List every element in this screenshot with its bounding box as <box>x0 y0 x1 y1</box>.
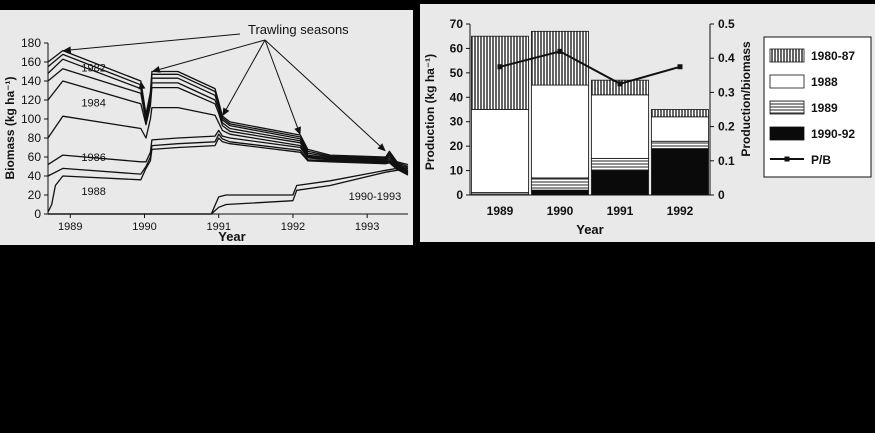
y2-axis-label: Production/biomass <box>739 41 753 157</box>
annotation-arrow-head <box>151 66 161 73</box>
y-tick-label: 40 <box>28 169 42 183</box>
curve-label: 1984 <box>81 98 105 110</box>
stacked-bar-segment <box>651 116 709 142</box>
pb-marker <box>617 81 623 87</box>
pb-marker <box>677 64 683 70</box>
y-tick-label: 70 <box>450 17 464 31</box>
production-chart-panel: Production (kg ha⁻¹) Production/biomass … <box>420 4 875 242</box>
annotation-arrow-head <box>62 46 72 54</box>
y-tick-label: 20 <box>450 139 464 153</box>
y-axis-label: Biomass (kg ha⁻¹) <box>3 76 17 179</box>
y-tick-label: 160 <box>21 55 41 69</box>
x-tick-label: 1989 <box>487 204 514 218</box>
pb-marker <box>557 48 563 54</box>
annotation-arrow-line <box>264 39 299 128</box>
pb-marker <box>497 64 503 70</box>
stacked-bar-segment <box>651 148 709 196</box>
x-tick-label: 1991 <box>607 204 634 218</box>
y-tick-label: 40 <box>450 90 464 104</box>
y-tick-label: 50 <box>450 66 464 80</box>
y-tick-label: 180 <box>21 36 41 50</box>
biomass-series-line <box>47 68 409 171</box>
y2-tick-label: 0.4 <box>718 51 735 65</box>
legend-swatch-marker <box>784 156 790 162</box>
y-tick-label: 0 <box>34 207 41 221</box>
legend-label: 1988 <box>811 75 838 89</box>
y-tick-label: 30 <box>450 115 464 129</box>
stacked-bar-segment <box>531 189 589 196</box>
legend-label: 1989 <box>811 101 838 115</box>
y-tick-label: 20 <box>28 188 42 202</box>
annotation-arrow-head <box>377 143 386 152</box>
annotation-arrow-line <box>225 39 266 110</box>
legend-label: 1990-92 <box>811 127 855 141</box>
annotation-arrow-head <box>222 107 230 117</box>
stacked-bar-segment <box>651 109 709 118</box>
biomass-chart-panel: Biomass (kg ha⁻¹) Year Trawling seasons … <box>0 10 413 245</box>
stacked-bar-segment <box>471 109 529 193</box>
stacked-bar-segment <box>591 94 649 159</box>
y2-tick-label: 0 <box>718 188 725 202</box>
x-tick-label: 1990 <box>547 204 574 218</box>
annotation-arrow-head <box>138 81 146 90</box>
y-axis-label: Production (kg ha⁻¹) <box>423 54 437 170</box>
x-tick-label: 1993 <box>355 221 379 233</box>
y2-tick-label: 0.5 <box>718 17 735 31</box>
y2-tick-label: 0.2 <box>718 120 735 134</box>
stacked-bar-segment <box>471 35 529 110</box>
trawling-seasons-label: Trawling seasons <box>248 22 349 37</box>
biomass-line-chart: Biomass (kg ha⁻¹) Year Trawling seasons … <box>3 22 409 244</box>
stacked-bar-segment <box>531 30 589 86</box>
curve-label: 1988 <box>81 186 105 198</box>
y2-tick-label: 0.1 <box>718 154 735 168</box>
curve-label: 1990-1993 <box>349 191 402 203</box>
y-tick-label: 80 <box>28 131 42 145</box>
annotation-arrow-line <box>70 33 241 51</box>
stacked-bar-segment <box>591 170 649 196</box>
x-tick-label: 1992 <box>281 221 305 233</box>
y-tick-label: 140 <box>21 74 41 88</box>
stacked-bar-segment <box>531 84 589 179</box>
curve-label: 1986 <box>81 152 105 164</box>
legend-label: 1980-87 <box>811 49 855 63</box>
y2-tick-label: 0.3 <box>718 85 735 99</box>
y-tick-label: 10 <box>450 164 464 178</box>
biomass-series-line <box>47 80 409 172</box>
biomass-series-line <box>48 165 409 215</box>
annotation-arrow-line <box>141 88 144 96</box>
biomass-series-line <box>47 137 409 213</box>
x-tick-label: 1989 <box>58 221 82 233</box>
legend-label: P/B <box>811 153 831 167</box>
biomass-series-line <box>47 133 409 177</box>
stacked-bar-segment <box>531 177 589 191</box>
annotation-arrow-line <box>159 39 266 70</box>
y-tick-label: 60 <box>450 41 464 55</box>
biomass-series-line <box>47 129 409 174</box>
y-tick-label: 60 <box>28 150 42 164</box>
legend-swatch <box>769 100 805 115</box>
legend-swatch <box>769 48 805 63</box>
legend-swatch <box>769 126 805 141</box>
pb-line <box>499 50 681 85</box>
stacked-bar-segment <box>651 140 709 149</box>
annotation-arrow-line <box>264 39 381 147</box>
y-tick-label: 0 <box>456 188 463 202</box>
production-bar-chart: Production (kg ha⁻¹) Production/biomass … <box>423 17 872 237</box>
annotation-arrow-head <box>294 126 301 136</box>
y-tick-label: 120 <box>21 93 41 107</box>
stacked-bar-segment <box>591 157 649 171</box>
x-tick-label: 1990 <box>132 221 156 233</box>
curve-label: 1982 <box>81 63 105 75</box>
x-tick-label: 1991 <box>206 221 230 233</box>
y-tick-label: 100 <box>21 112 41 126</box>
stacked-bar-segment <box>591 79 649 96</box>
x-axis-label: Year <box>576 222 603 237</box>
x-tick-label: 1992 <box>667 204 694 218</box>
x-axis-label: Year <box>218 229 245 244</box>
y-axis-label-group: Biomass (kg ha⁻¹) <box>3 76 17 179</box>
legend-swatch <box>769 74 805 89</box>
